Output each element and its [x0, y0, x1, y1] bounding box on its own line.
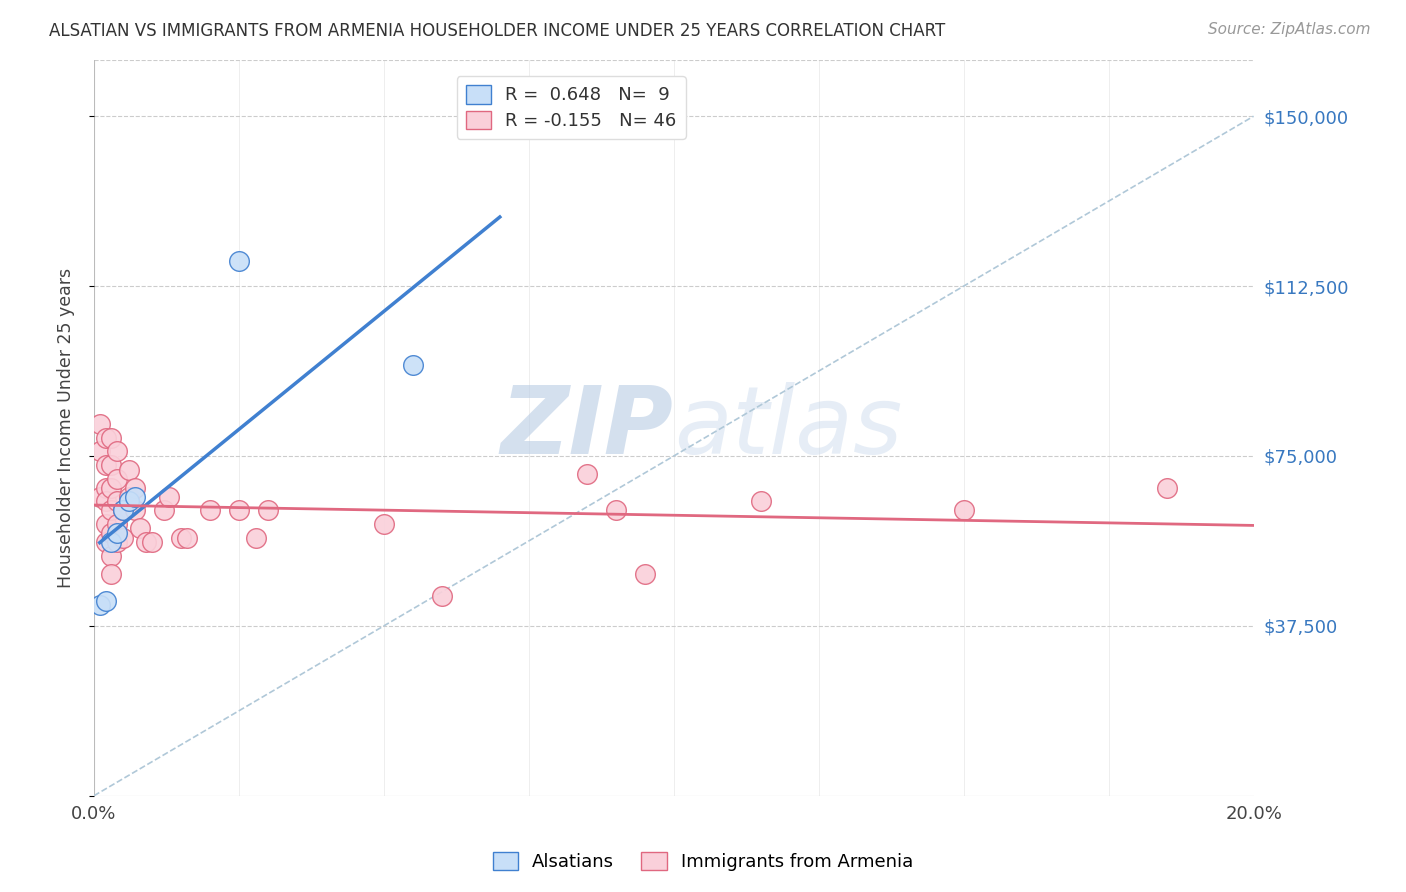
Point — [170, 531, 193, 545]
Point — [141, 535, 163, 549]
Point — [402, 359, 425, 373]
Point — [430, 590, 453, 604]
Point — [1156, 481, 1178, 495]
Point — [118, 462, 141, 476]
Point — [228, 254, 250, 268]
Legend: R =  0.648   N=  9, R = -0.155   N= 46: R = 0.648 N= 9, R = -0.155 N= 46 — [457, 76, 686, 139]
Y-axis label: Householder Income Under 25 years: Householder Income Under 25 years — [58, 268, 75, 588]
Text: ALSATIAN VS IMMIGRANTS FROM ARMENIA HOUSEHOLDER INCOME UNDER 25 YEARS CORRELATIO: ALSATIAN VS IMMIGRANTS FROM ARMENIA HOUS… — [49, 22, 945, 40]
Point — [111, 531, 134, 545]
Point — [105, 444, 128, 458]
Point — [575, 467, 598, 482]
Point — [124, 481, 146, 495]
Point — [105, 494, 128, 508]
Point — [94, 458, 117, 472]
Point — [100, 431, 122, 445]
Point — [111, 503, 134, 517]
Point — [952, 503, 974, 517]
Point — [124, 503, 146, 517]
Point — [89, 417, 111, 432]
Point — [124, 490, 146, 504]
Point — [118, 490, 141, 504]
Point — [105, 516, 128, 531]
Legend: Alsatians, Immigrants from Armenia: Alsatians, Immigrants from Armenia — [485, 845, 921, 879]
Point — [100, 535, 122, 549]
Point — [157, 490, 180, 504]
Point — [129, 521, 152, 535]
Point — [105, 526, 128, 541]
Point — [105, 472, 128, 486]
Point — [111, 503, 134, 517]
Point — [176, 531, 198, 545]
Point — [89, 599, 111, 613]
Point — [135, 535, 157, 549]
Text: atlas: atlas — [673, 382, 903, 473]
Point — [634, 566, 657, 581]
Text: Source: ZipAtlas.com: Source: ZipAtlas.com — [1208, 22, 1371, 37]
Point — [100, 503, 122, 517]
Point — [94, 516, 117, 531]
Text: ZIP: ZIP — [501, 382, 673, 474]
Point — [100, 549, 122, 563]
Point — [94, 431, 117, 445]
Point — [257, 503, 280, 517]
Point — [100, 526, 122, 541]
Point — [118, 494, 141, 508]
Point — [100, 481, 122, 495]
Point — [245, 531, 267, 545]
Point — [105, 535, 128, 549]
Point — [198, 503, 221, 517]
Point — [94, 481, 117, 495]
Point — [94, 594, 117, 608]
Point — [152, 503, 174, 517]
Point — [94, 494, 117, 508]
Point — [94, 535, 117, 549]
Point — [100, 566, 122, 581]
Point — [228, 503, 250, 517]
Point — [100, 458, 122, 472]
Point — [89, 444, 111, 458]
Point — [89, 490, 111, 504]
Point — [605, 503, 627, 517]
Point — [373, 516, 395, 531]
Point — [749, 494, 772, 508]
